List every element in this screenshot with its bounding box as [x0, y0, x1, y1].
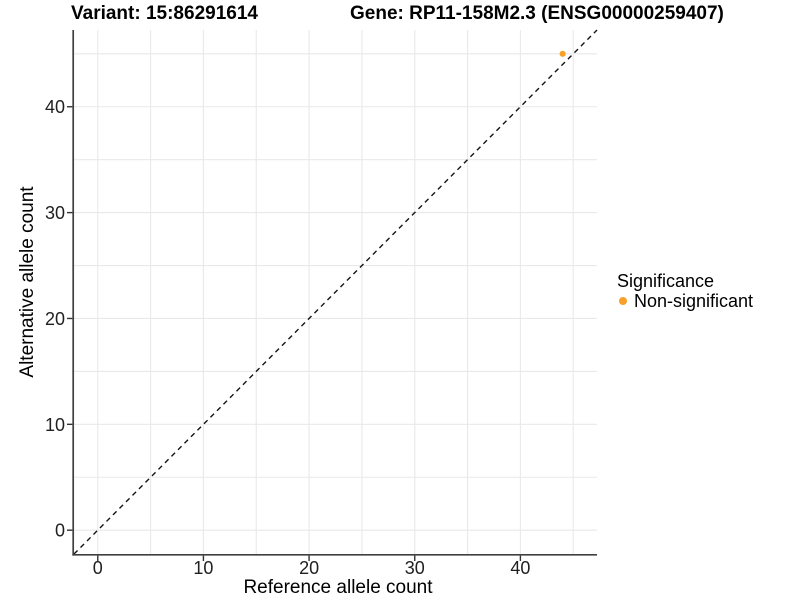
- data-point: [559, 50, 566, 57]
- y-tick-label: 20: [45, 309, 65, 329]
- y-tick-label: 40: [45, 97, 65, 117]
- legend-title: Significance: [617, 271, 715, 291]
- y-axis-title: Alternative allele count: [17, 186, 38, 378]
- y-tick-label: 10: [45, 415, 65, 435]
- x-tick-label: 30: [405, 558, 425, 578]
- x-tick-label: 10: [193, 558, 213, 578]
- legend-item-label: Non-significant: [634, 290, 754, 311]
- legend-item: Non-significant: [617, 291, 753, 311]
- plot-title-variant: Variant: 15:86291614: [71, 3, 258, 24]
- identity-reference-line: [73, 29, 598, 555]
- plot-title-gene: Gene: RP11-158M2.3 (ENSG00000259407): [350, 3, 724, 24]
- y-tick-label: 0: [55, 521, 65, 541]
- x-tick-label: 40: [510, 558, 530, 578]
- legend-dot-icon: [619, 297, 627, 305]
- x-tick-label: 20: [299, 558, 319, 578]
- x-axis-title: Reference allele count: [243, 577, 433, 598]
- legend: Significance Non-significant: [617, 271, 753, 311]
- y-tick-label: 30: [45, 203, 65, 223]
- x-tick-label: 0: [93, 558, 103, 578]
